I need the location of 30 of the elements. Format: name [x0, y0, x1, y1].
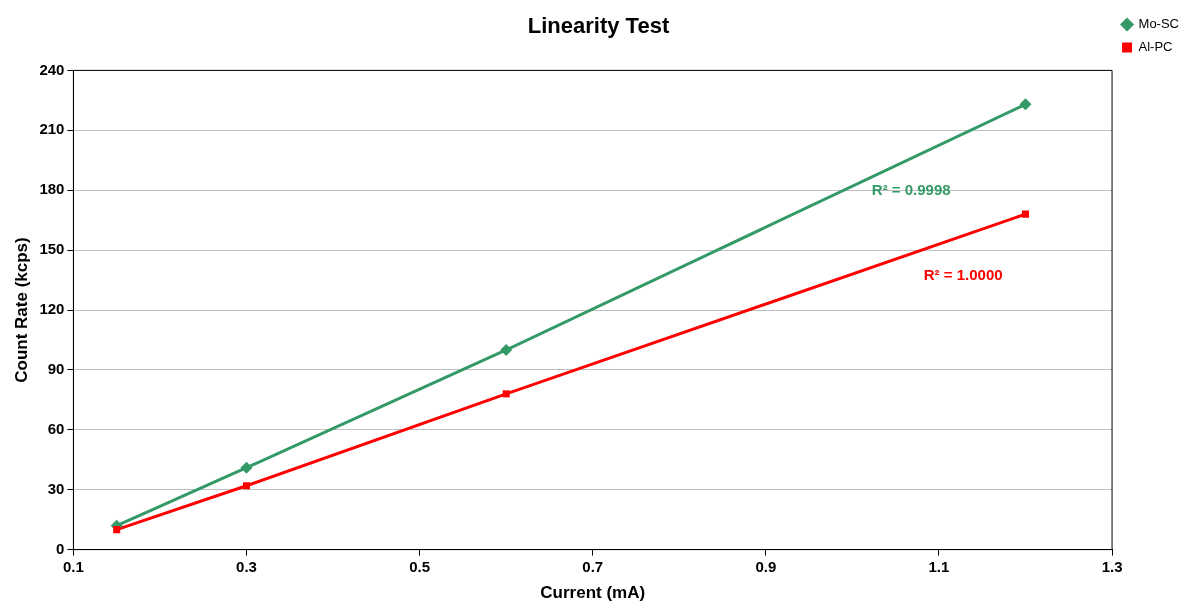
point: [113, 526, 121, 534]
point: [240, 461, 253, 474]
x-tick-label: 0.3: [236, 557, 257, 575]
legend-label: Al-PC: [1138, 39, 1173, 55]
x-tick-label: 0.1: [63, 557, 84, 575]
x-tick-label: 1.3: [1101, 557, 1123, 575]
y-tick-label: 0: [56, 539, 65, 557]
x-axis-title: Current (mA): [540, 583, 646, 603]
y-tick-label: 90: [47, 360, 65, 378]
y-tick-label: 180: [39, 180, 65, 198]
annotation: R² = 1.0000: [923, 265, 1003, 283]
point: [502, 390, 510, 398]
point: [1019, 98, 1032, 111]
annotation: R² = 0.9998: [871, 180, 951, 198]
x-tick-label: 0.5: [409, 557, 431, 575]
y-axis-title: Count Rate (kcps): [11, 237, 31, 383]
x-tick-label: 0.9: [755, 557, 777, 575]
y-tick-label: 120: [39, 300, 65, 318]
x-tick-label: 0.7: [582, 557, 604, 575]
x-tick-label: 1.1: [928, 557, 950, 575]
point: [243, 482, 251, 490]
y-tick-label: 60: [47, 419, 65, 437]
point: [1021, 210, 1030, 218]
y-tick-label: 30: [47, 479, 65, 497]
y-tick-label: 150: [39, 240, 65, 258]
y-tick-label: 240: [39, 60, 65, 78]
chart-title: Linearity Test: [527, 13, 670, 39]
point: [500, 343, 513, 356]
y-tick-label: 210: [39, 120, 65, 138]
legend-label: Mo-SC: [1138, 16, 1180, 32]
